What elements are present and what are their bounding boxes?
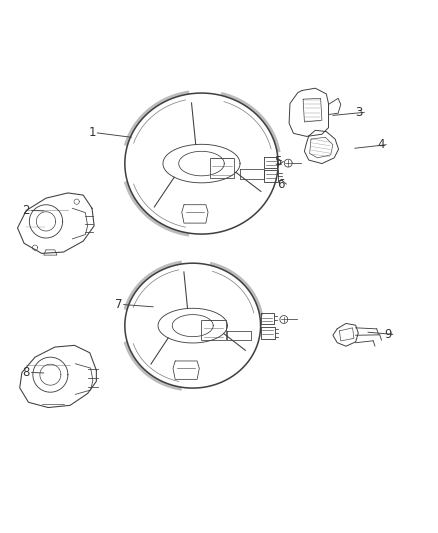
Text: 1: 1 <box>88 126 96 140</box>
Text: 8: 8 <box>23 366 30 379</box>
Text: 3: 3 <box>356 106 363 119</box>
Text: 2: 2 <box>22 204 30 217</box>
Text: 4: 4 <box>377 138 385 151</box>
Bar <box>201 320 226 340</box>
Text: 6: 6 <box>277 177 285 191</box>
Text: 9: 9 <box>384 328 392 341</box>
Text: 7: 7 <box>114 298 122 311</box>
Text: 5: 5 <box>275 155 282 168</box>
Bar <box>210 158 234 178</box>
